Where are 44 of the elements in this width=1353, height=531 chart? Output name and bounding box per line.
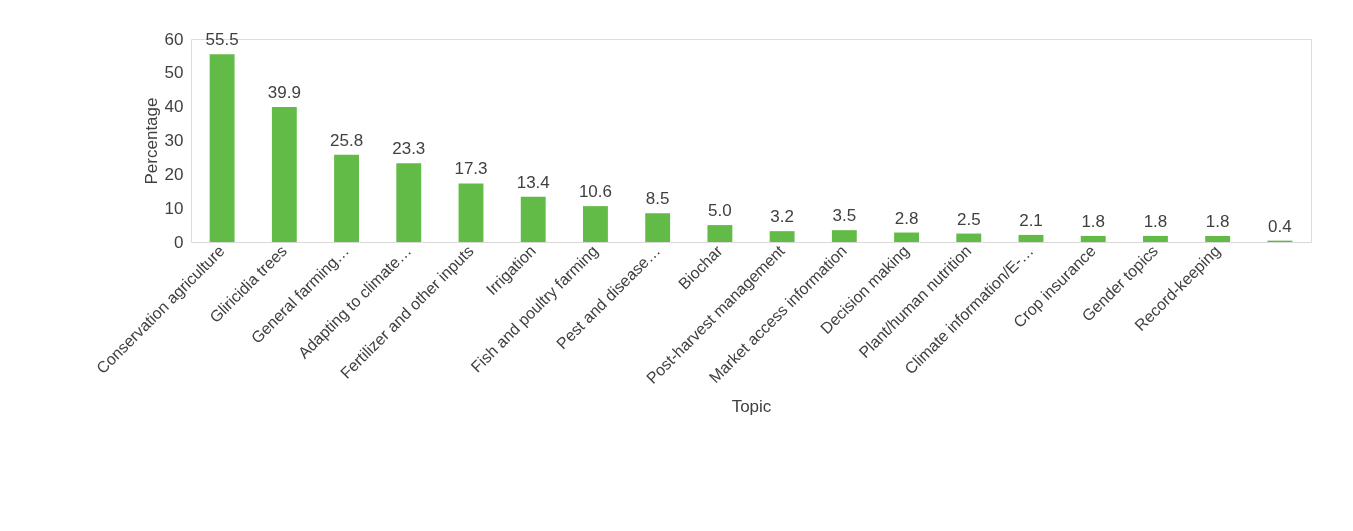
bar xyxy=(707,225,733,242)
data-label: 17.3 xyxy=(454,159,488,179)
bar xyxy=(769,231,795,242)
data-label: 13.4 xyxy=(516,172,550,192)
bar xyxy=(458,183,484,242)
y-tick-label: 40 xyxy=(164,97,184,117)
data-label: 1.8 xyxy=(1205,211,1230,231)
data-label: 3.2 xyxy=(770,207,794,227)
y-axis-title: Percentage xyxy=(141,97,161,185)
data-label: 55.5 xyxy=(205,30,239,50)
bar xyxy=(396,163,422,242)
data-label: 8.5 xyxy=(645,189,670,209)
bar xyxy=(894,232,919,242)
y-tick-label: 50 xyxy=(164,63,184,83)
bar xyxy=(1143,235,1168,242)
bar xyxy=(1018,234,1044,242)
data-label: 10.6 xyxy=(578,182,612,202)
data-label: 3.5 xyxy=(832,206,857,226)
x-axis-title: Topic xyxy=(731,396,772,416)
bar xyxy=(271,107,297,242)
data-label: 25.8 xyxy=(330,130,364,150)
bar xyxy=(334,154,359,242)
y-tick-label: 20 xyxy=(164,164,184,184)
data-label: 1.8 xyxy=(1143,211,1168,231)
data-label: 0.4 xyxy=(1268,216,1292,236)
data-label: 2.5 xyxy=(956,209,981,229)
bar xyxy=(831,230,857,242)
bar xyxy=(520,196,546,242)
bar xyxy=(1080,235,1106,242)
bar xyxy=(209,54,235,242)
bar xyxy=(583,206,608,242)
y-tick-label: 60 xyxy=(164,29,184,49)
data-label: 39.9 xyxy=(267,83,301,103)
bar xyxy=(1205,235,1231,242)
bar xyxy=(645,213,671,242)
y-tick-label: 10 xyxy=(164,198,184,218)
y-tick-label: 0 xyxy=(174,232,184,252)
data-label: 5.0 xyxy=(708,201,732,221)
data-label: 1.8 xyxy=(1081,211,1106,231)
data-label: 2.1 xyxy=(1019,210,1043,230)
y-tick-label: 30 xyxy=(164,131,184,150)
data-label: 2.8 xyxy=(894,208,919,228)
bar xyxy=(956,233,982,242)
data-label: 23.3 xyxy=(392,139,426,159)
